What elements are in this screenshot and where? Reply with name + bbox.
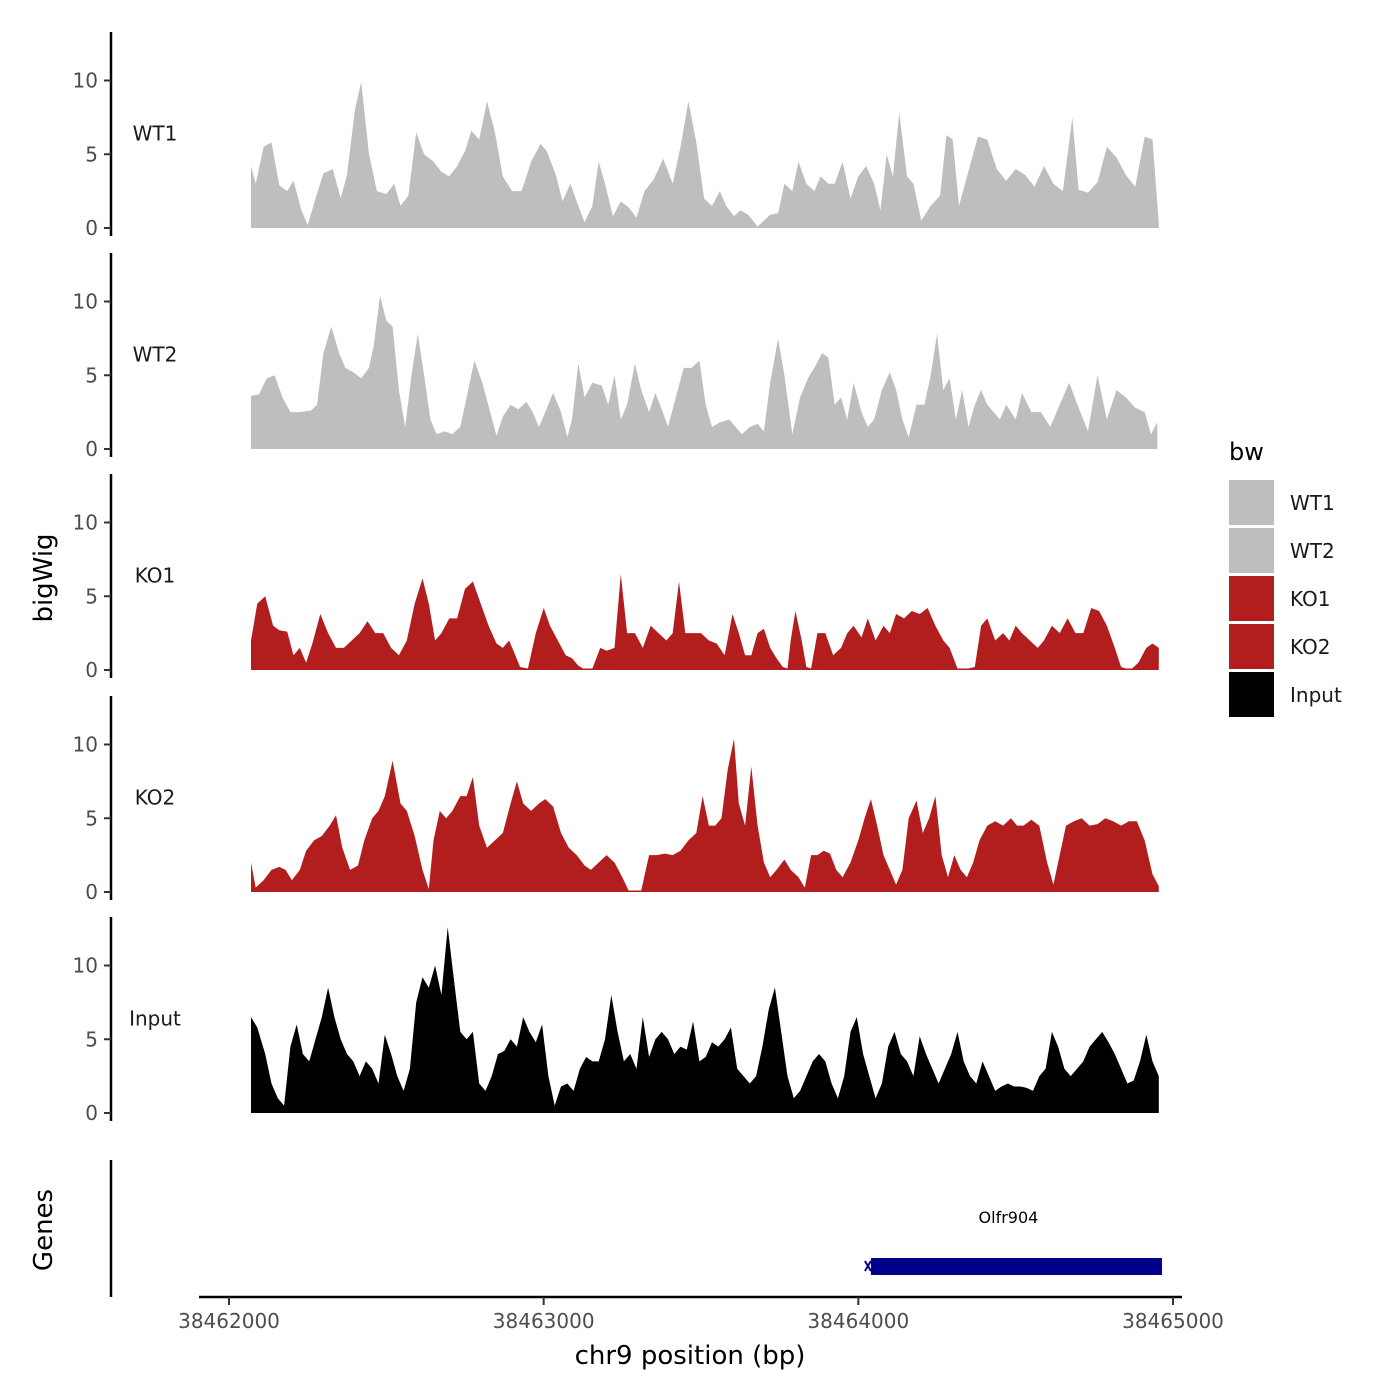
- y-tick-label: 5: [85, 584, 98, 608]
- track-wt1: 0 5 10 WT1: [73, 32, 1159, 240]
- y-tick-label: 10: [73, 511, 98, 535]
- y-tick-label: 10: [73, 954, 98, 978]
- legend-title: bw: [1229, 438, 1264, 466]
- signal-area-ko1: [251, 574, 1159, 670]
- x-tick-label: 38464000: [807, 1309, 909, 1333]
- y-tick-label: 10: [73, 733, 98, 757]
- track-input: 0 5 10 Input: [73, 917, 1159, 1125]
- legend-swatch-ko2: [1229, 624, 1274, 669]
- legend-label-ko2: KO2: [1290, 635, 1331, 659]
- genes-axis-title: Genes: [29, 1189, 59, 1271]
- tracks: 0 5 10 WT1 0 5 10 WT2 0 5 10 KO1 0 5 10 KO2 0 5 10 Input: [73, 32, 1159, 1125]
- legend-swatch-wt1: [1229, 480, 1274, 525]
- y-tick-label: 0: [85, 658, 98, 682]
- x-axis: 38462000 38463000 38464000 38465000: [178, 1295, 1224, 1333]
- signal-area-wt1: [251, 82, 1159, 228]
- y-tick-label: 0: [85, 216, 98, 240]
- legend-label-input: Input: [1290, 683, 1342, 707]
- y-tick-label: 10: [73, 69, 98, 93]
- legend-swatch-ko1: [1229, 576, 1274, 621]
- y-tick-label: 10: [73, 290, 98, 314]
- track-label: Input: [129, 1007, 181, 1031]
- legend: bw WT1 WT2 KO1 KO2 Input: [1229, 438, 1342, 717]
- gene-start-mark: [864, 1260, 872, 1272]
- track-label: WT1: [133, 122, 178, 146]
- y-tick-label: 5: [85, 1027, 98, 1051]
- signal-area-input: [251, 927, 1159, 1113]
- x-tick-label: 38462000: [178, 1309, 280, 1333]
- x-axis-title: chr9 position (bp): [575, 1341, 806, 1371]
- gene-label: Olfr904: [979, 1208, 1039, 1227]
- x-tick-label: 38465000: [1122, 1309, 1224, 1333]
- y-tick-label: 0: [85, 880, 98, 904]
- track-label: KO2: [135, 786, 176, 810]
- legend-label-ko1: KO1: [1290, 587, 1331, 611]
- y-tick-label: 0: [85, 1101, 98, 1125]
- legend-swatch-input: [1229, 672, 1274, 717]
- track-label: WT2: [133, 343, 178, 367]
- track-wt2: 0 5 10 WT2: [73, 253, 1158, 461]
- y-axis-title: bigWig: [29, 533, 59, 622]
- track-ko2: 0 5 10 KO2: [73, 696, 1159, 904]
- legend-label-wt2: WT2: [1290, 539, 1335, 563]
- legend-swatch-wt2: [1229, 528, 1274, 573]
- signal-area-ko2: [251, 738, 1159, 892]
- y-tick-label: 0: [85, 437, 98, 461]
- y-tick-label: 5: [85, 142, 98, 166]
- y-tick-label: 5: [85, 806, 98, 830]
- y-tick-label: 5: [85, 363, 98, 387]
- signal-area-wt2: [251, 295, 1158, 449]
- genes-panel: Olfr904: [109, 1160, 1162, 1297]
- gene-body: [870, 1258, 1162, 1275]
- track-ko1: 0 5 10 KO1: [73, 474, 1159, 682]
- legend-label-wt1: WT1: [1290, 491, 1335, 515]
- x-tick-label: 38463000: [493, 1309, 595, 1333]
- track-label: KO1: [135, 564, 176, 588]
